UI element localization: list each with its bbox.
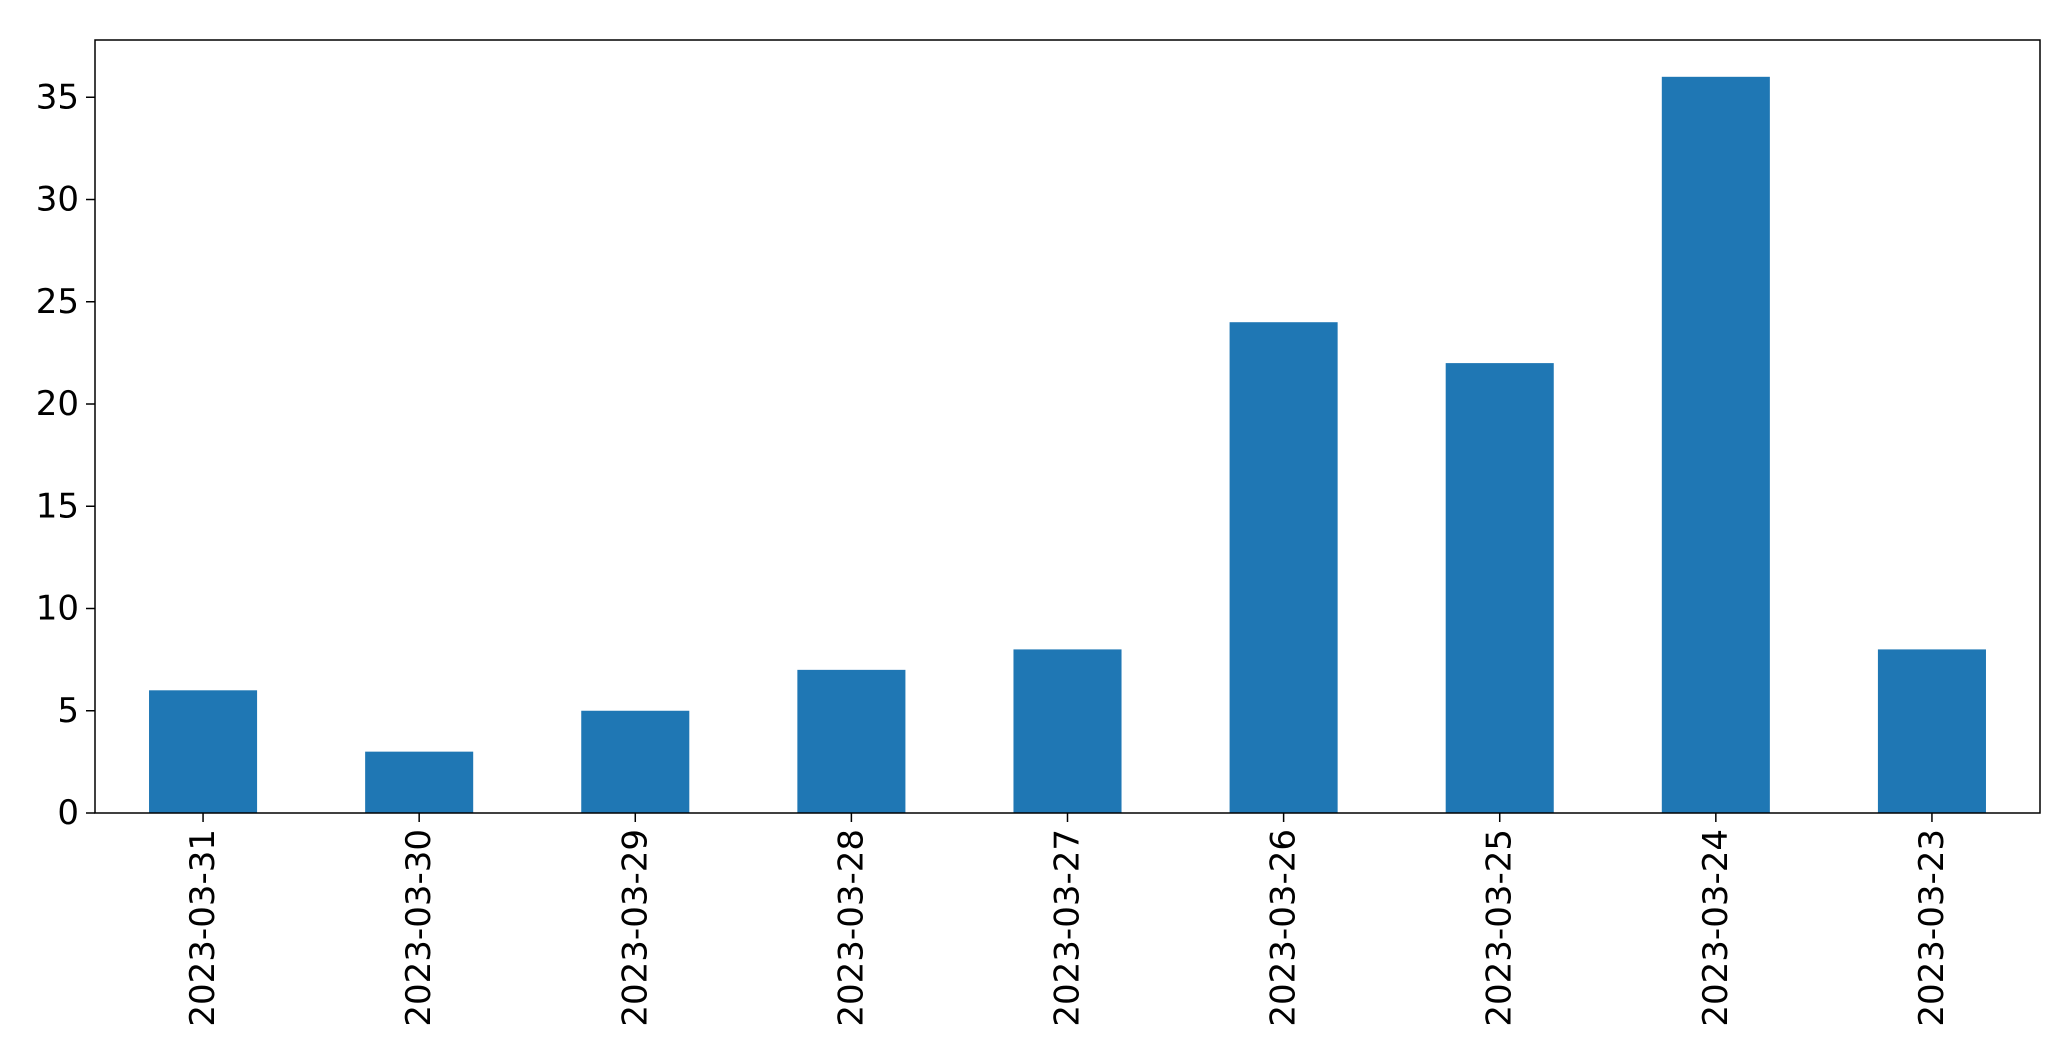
bar-2023-03-27 xyxy=(1013,649,1122,813)
x-tick-label: 2023-03-31 xyxy=(183,829,223,1027)
x-tick-label: 2023-03-29 xyxy=(615,829,655,1027)
y-tick-label: 25 xyxy=(36,282,79,322)
bar-2023-03-28 xyxy=(797,669,906,813)
bar-2023-03-24 xyxy=(1661,76,1770,814)
y-axis: 0 5 10 15 20 25 30 35 xyxy=(36,77,95,833)
x-tick-label: 2023-03-28 xyxy=(831,829,871,1027)
bar-2023-03-29 xyxy=(581,710,690,813)
bar-2023-03-25 xyxy=(1445,363,1554,813)
y-tick-label: 35 xyxy=(36,77,79,117)
x-tick-label: 2023-03-27 xyxy=(1048,829,1088,1027)
y-tick-label: 20 xyxy=(36,384,79,424)
x-axis: 2023-03-31 2023-03-30 2023-03-29 2023-03-28… xyxy=(183,813,1952,1027)
x-tick-label: 2023-03-30 xyxy=(399,829,439,1027)
x-tick-label: 2023-03-23 xyxy=(1912,829,1952,1027)
x-tick-label: 2023-03-24 xyxy=(1696,829,1736,1027)
x-tick-label: 2023-03-26 xyxy=(1264,829,1304,1027)
bar-2023-03-26 xyxy=(1229,322,1338,813)
plot-frame xyxy=(94,39,2041,814)
bars-layer xyxy=(149,76,1986,814)
y-tick-label: 15 xyxy=(36,486,79,526)
bar-2023-03-23 xyxy=(1877,649,1986,813)
x-tick-label: 2023-03-25 xyxy=(1480,829,1520,1027)
y-tick-label: 0 xyxy=(57,793,79,833)
y-tick-label: 30 xyxy=(36,180,79,220)
y-tick-label: 5 xyxy=(57,691,79,731)
bar-2023-03-31 xyxy=(149,690,258,813)
y-tick-label: 10 xyxy=(36,589,79,629)
bar-2023-03-30 xyxy=(365,751,474,813)
